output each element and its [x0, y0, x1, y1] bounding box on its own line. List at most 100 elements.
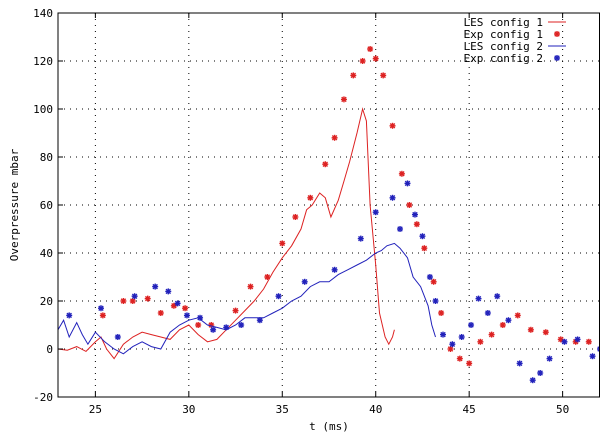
data-point-stroke [488, 331, 495, 338]
data-point-stroke [165, 288, 172, 295]
data-point [398, 170, 405, 177]
data-point [589, 353, 596, 360]
data-point-stroke [66, 312, 72, 319]
data-point-stroke [301, 279, 308, 285]
data-point-stroke [597, 348, 600, 352]
series-line [58, 242, 436, 355]
data-point-stroke [232, 307, 239, 314]
data-point [597, 346, 600, 352]
data-point-stroke [419, 233, 426, 239]
data-point [197, 314, 204, 321]
data-point-stroke [247, 283, 254, 290]
data-point-stroke [131, 293, 138, 299]
data-point-stroke [238, 322, 244, 328]
data-point [449, 341, 456, 348]
data-point [99, 312, 106, 319]
data-point-stroke [430, 279, 437, 285]
data-point-stroke [449, 341, 456, 347]
legend-swatch-point [554, 31, 560, 37]
data-point [430, 278, 437, 285]
data-point [131, 293, 138, 300]
data-point [210, 326, 217, 333]
data-point-stroke [412, 211, 418, 218]
data-point [389, 122, 396, 129]
data-point-stroke [120, 298, 127, 304]
data-point-stroke [440, 331, 446, 338]
data-point-stroke [341, 96, 347, 103]
data-point [404, 180, 411, 187]
data-point [468, 322, 475, 328]
data-point [574, 336, 581, 343]
data-point [527, 326, 534, 333]
data-point [561, 338, 568, 345]
data-point [256, 317, 263, 324]
series-4 [66, 180, 600, 384]
data-point [389, 194, 396, 201]
legend-label: LES config 1 [464, 16, 543, 29]
y-tick-label: 100 [33, 103, 53, 116]
data-point-stroke [399, 171, 405, 177]
data-point-stroke [457, 355, 463, 362]
data-point-stroke [505, 317, 512, 323]
data-point [406, 202, 413, 208]
data-point [516, 360, 523, 367]
legend-label: Exp config 2 [464, 52, 543, 65]
data-point-stroke [406, 202, 413, 208]
data-point-stroke [515, 312, 521, 319]
data-point [152, 283, 159, 290]
y-tick-label: 140 [33, 7, 53, 20]
data-point-stroke [477, 339, 484, 345]
data-point-stroke [359, 58, 366, 64]
x-tick-label: 30 [182, 403, 195, 416]
data-point-stroke [372, 55, 379, 62]
x-tick-label: 25 [89, 403, 102, 416]
series-2 [99, 46, 592, 367]
y-tick-label: -20 [33, 391, 53, 404]
data-point-stroke [432, 298, 439, 304]
grid [58, 13, 600, 397]
data-point-stroke [447, 346, 454, 352]
data-point [488, 331, 495, 338]
legend-swatch-point [554, 55, 560, 61]
data-point-stroke [561, 339, 568, 345]
data-point-stroke [380, 72, 386, 79]
data-point [585, 338, 592, 345]
data-point [129, 298, 136, 304]
data-point-stroke [546, 355, 553, 362]
data-point-stroke [208, 322, 215, 328]
y-tick-label: 80 [40, 151, 53, 164]
data-point [340, 96, 347, 103]
data-point-stroke [279, 240, 286, 247]
data-point-stroke [130, 298, 136, 304]
data-point [529, 377, 536, 384]
y-tick-label: 20 [40, 295, 53, 308]
legend-label: LES config 2 [464, 40, 543, 53]
data-point [182, 305, 189, 312]
legend-label: Exp config 1 [464, 28, 543, 41]
data-point [542, 329, 549, 336]
data-point-stroke [421, 245, 428, 251]
y-tick-label: 60 [40, 199, 53, 212]
data-point [499, 322, 506, 328]
data-point [397, 226, 404, 232]
data-point [292, 214, 299, 220]
x-tick-label: 40 [369, 403, 382, 416]
data-point-stroke [574, 336, 581, 343]
data-point-stroke [257, 317, 263, 323]
data-point [114, 334, 121, 340]
data-point [183, 312, 190, 319]
data-point [475, 295, 482, 302]
data-point-stroke [171, 303, 177, 309]
data-point-stroke [529, 377, 536, 383]
data-point-stroke [468, 322, 474, 328]
data-point [426, 274, 433, 280]
data-point [372, 209, 379, 216]
data-point-stroke [195, 322, 201, 328]
data-point [223, 324, 230, 331]
data-point-stroke [223, 324, 229, 331]
data-point [432, 298, 439, 304]
data-point [322, 161, 329, 168]
data-point-stroke [414, 221, 420, 227]
data-point-stroke [358, 235, 364, 242]
